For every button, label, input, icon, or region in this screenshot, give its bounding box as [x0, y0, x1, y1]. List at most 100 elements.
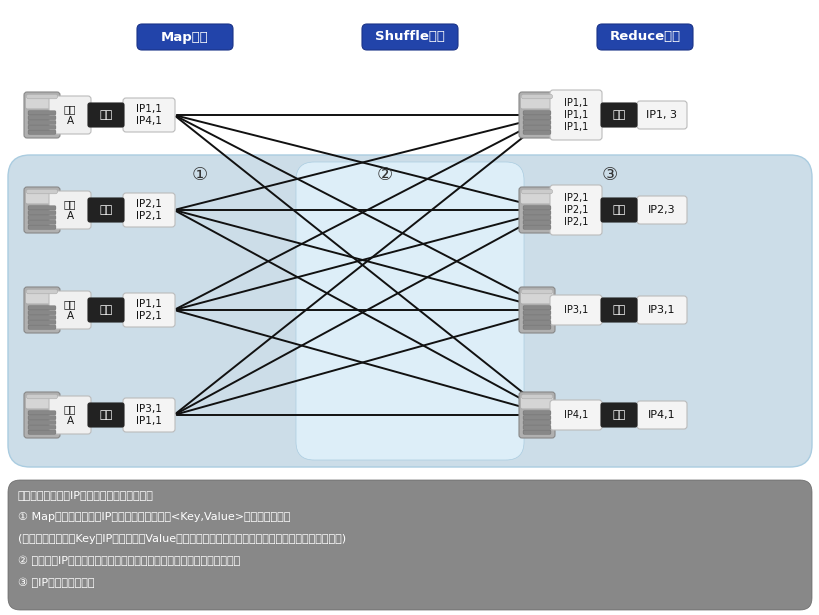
Polygon shape [604, 105, 633, 125]
FancyBboxPatch shape [523, 116, 550, 120]
FancyBboxPatch shape [600, 403, 636, 427]
FancyBboxPatch shape [550, 90, 601, 140]
Text: (このケースでは、KeyがIPアドレス、Valueには後ほど出現回数をカウントするため数字の１を付与): (このケースでは、KeyがIPアドレス、Valueには後ほど出現回数をカウントす… [18, 534, 346, 544]
FancyBboxPatch shape [523, 215, 550, 220]
FancyBboxPatch shape [28, 421, 56, 424]
Text: ② 抽出したIPアドレスを並び替えて、担当する処理ノードへ振り分ける: ② 抽出したIPアドレスを並び替えて、担当する処理ノードへ振り分ける [18, 556, 240, 566]
FancyBboxPatch shape [521, 289, 552, 294]
FancyBboxPatch shape [49, 396, 91, 434]
FancyBboxPatch shape [28, 225, 56, 229]
FancyBboxPatch shape [523, 416, 550, 419]
FancyBboxPatch shape [636, 101, 686, 129]
FancyBboxPatch shape [137, 24, 233, 50]
Polygon shape [92, 405, 120, 425]
FancyBboxPatch shape [521, 394, 552, 399]
Text: IP1,1
IP2,1: IP1,1 IP2,1 [136, 300, 161, 321]
FancyBboxPatch shape [26, 394, 57, 399]
FancyBboxPatch shape [28, 416, 56, 419]
FancyBboxPatch shape [523, 125, 550, 129]
FancyBboxPatch shape [25, 290, 58, 304]
FancyBboxPatch shape [28, 325, 56, 329]
FancyBboxPatch shape [24, 392, 60, 438]
Text: IP3,1: IP3,1 [648, 305, 675, 315]
FancyBboxPatch shape [8, 155, 811, 467]
FancyBboxPatch shape [523, 225, 550, 229]
FancyBboxPatch shape [523, 325, 550, 329]
Text: 集約: 集約 [612, 205, 625, 215]
FancyBboxPatch shape [28, 311, 56, 315]
FancyBboxPatch shape [24, 287, 60, 333]
FancyBboxPatch shape [28, 121, 56, 125]
FancyBboxPatch shape [636, 401, 686, 429]
Text: 抽出: 抽出 [99, 205, 112, 215]
FancyBboxPatch shape [520, 95, 553, 109]
FancyBboxPatch shape [25, 395, 58, 409]
Text: IP2,1
IP2,1: IP2,1 IP2,1 [136, 199, 161, 221]
FancyBboxPatch shape [28, 306, 56, 310]
FancyBboxPatch shape [600, 298, 636, 322]
FancyBboxPatch shape [523, 121, 550, 125]
Text: 集約: 集約 [612, 305, 625, 315]
Text: Map処理: Map処理 [161, 31, 209, 44]
FancyBboxPatch shape [550, 185, 601, 235]
FancyBboxPatch shape [518, 392, 554, 438]
FancyBboxPatch shape [88, 298, 124, 322]
Text: IP4,1: IP4,1 [647, 410, 675, 420]
Text: ログ
A: ログ A [64, 300, 76, 321]
FancyBboxPatch shape [361, 24, 458, 50]
FancyBboxPatch shape [28, 426, 56, 429]
FancyBboxPatch shape [28, 130, 56, 134]
FancyBboxPatch shape [523, 320, 550, 324]
FancyBboxPatch shape [523, 426, 550, 429]
FancyBboxPatch shape [636, 296, 686, 324]
FancyBboxPatch shape [596, 24, 692, 50]
Polygon shape [92, 105, 120, 125]
FancyBboxPatch shape [8, 480, 811, 610]
FancyBboxPatch shape [26, 94, 57, 99]
FancyBboxPatch shape [28, 111, 56, 115]
FancyBboxPatch shape [521, 94, 552, 99]
FancyBboxPatch shape [523, 306, 550, 310]
FancyBboxPatch shape [550, 295, 601, 325]
FancyBboxPatch shape [25, 95, 58, 109]
Text: IP2,3: IP2,3 [647, 205, 675, 215]
FancyBboxPatch shape [518, 92, 554, 138]
FancyBboxPatch shape [88, 198, 124, 222]
Text: ③: ③ [601, 166, 618, 184]
FancyBboxPatch shape [523, 220, 550, 224]
Text: Reduce処理: Reduce処理 [609, 31, 680, 44]
FancyBboxPatch shape [600, 103, 636, 127]
FancyBboxPatch shape [123, 398, 174, 432]
Text: ① Map処理で出現するIPアドレスを抽出し、<Key,Value>形式にして出力: ① Map処理で出現するIPアドレスを抽出し、<Key,Value>形式にして出… [18, 512, 290, 522]
Text: IP1,1
IP1,1
IP1,1: IP1,1 IP1,1 IP1,1 [563, 98, 587, 132]
FancyBboxPatch shape [523, 111, 550, 115]
FancyBboxPatch shape [28, 211, 56, 215]
FancyBboxPatch shape [523, 206, 550, 210]
Text: IP3,1
IP1,1: IP3,1 IP1,1 [136, 404, 161, 426]
FancyBboxPatch shape [523, 311, 550, 315]
Text: IP2,1
IP2,1
IP2,1: IP2,1 IP2,1 IP2,1 [563, 193, 587, 226]
FancyBboxPatch shape [521, 189, 552, 194]
FancyBboxPatch shape [523, 421, 550, 424]
Text: 抽出: 抽出 [99, 410, 112, 420]
FancyBboxPatch shape [49, 191, 91, 229]
FancyBboxPatch shape [28, 116, 56, 120]
FancyBboxPatch shape [28, 411, 56, 415]
Text: ログファイルからIPアドレスを集計する処理: ログファイルからIPアドレスを集計する処理 [18, 490, 154, 500]
FancyBboxPatch shape [523, 315, 550, 320]
Text: ログ
A: ログ A [64, 404, 76, 426]
Text: 集約: 集約 [612, 410, 625, 420]
FancyBboxPatch shape [123, 293, 174, 327]
Text: ログ
A: ログ A [64, 104, 76, 126]
FancyBboxPatch shape [123, 193, 174, 227]
FancyBboxPatch shape [523, 430, 550, 434]
FancyBboxPatch shape [523, 130, 550, 134]
FancyBboxPatch shape [523, 211, 550, 215]
Text: ①: ① [192, 166, 208, 184]
FancyBboxPatch shape [123, 98, 174, 132]
FancyBboxPatch shape [550, 400, 601, 430]
Text: 集約: 集約 [612, 110, 625, 120]
Text: IP3,1: IP3,1 [563, 305, 587, 315]
FancyBboxPatch shape [296, 162, 523, 460]
FancyBboxPatch shape [26, 189, 57, 194]
